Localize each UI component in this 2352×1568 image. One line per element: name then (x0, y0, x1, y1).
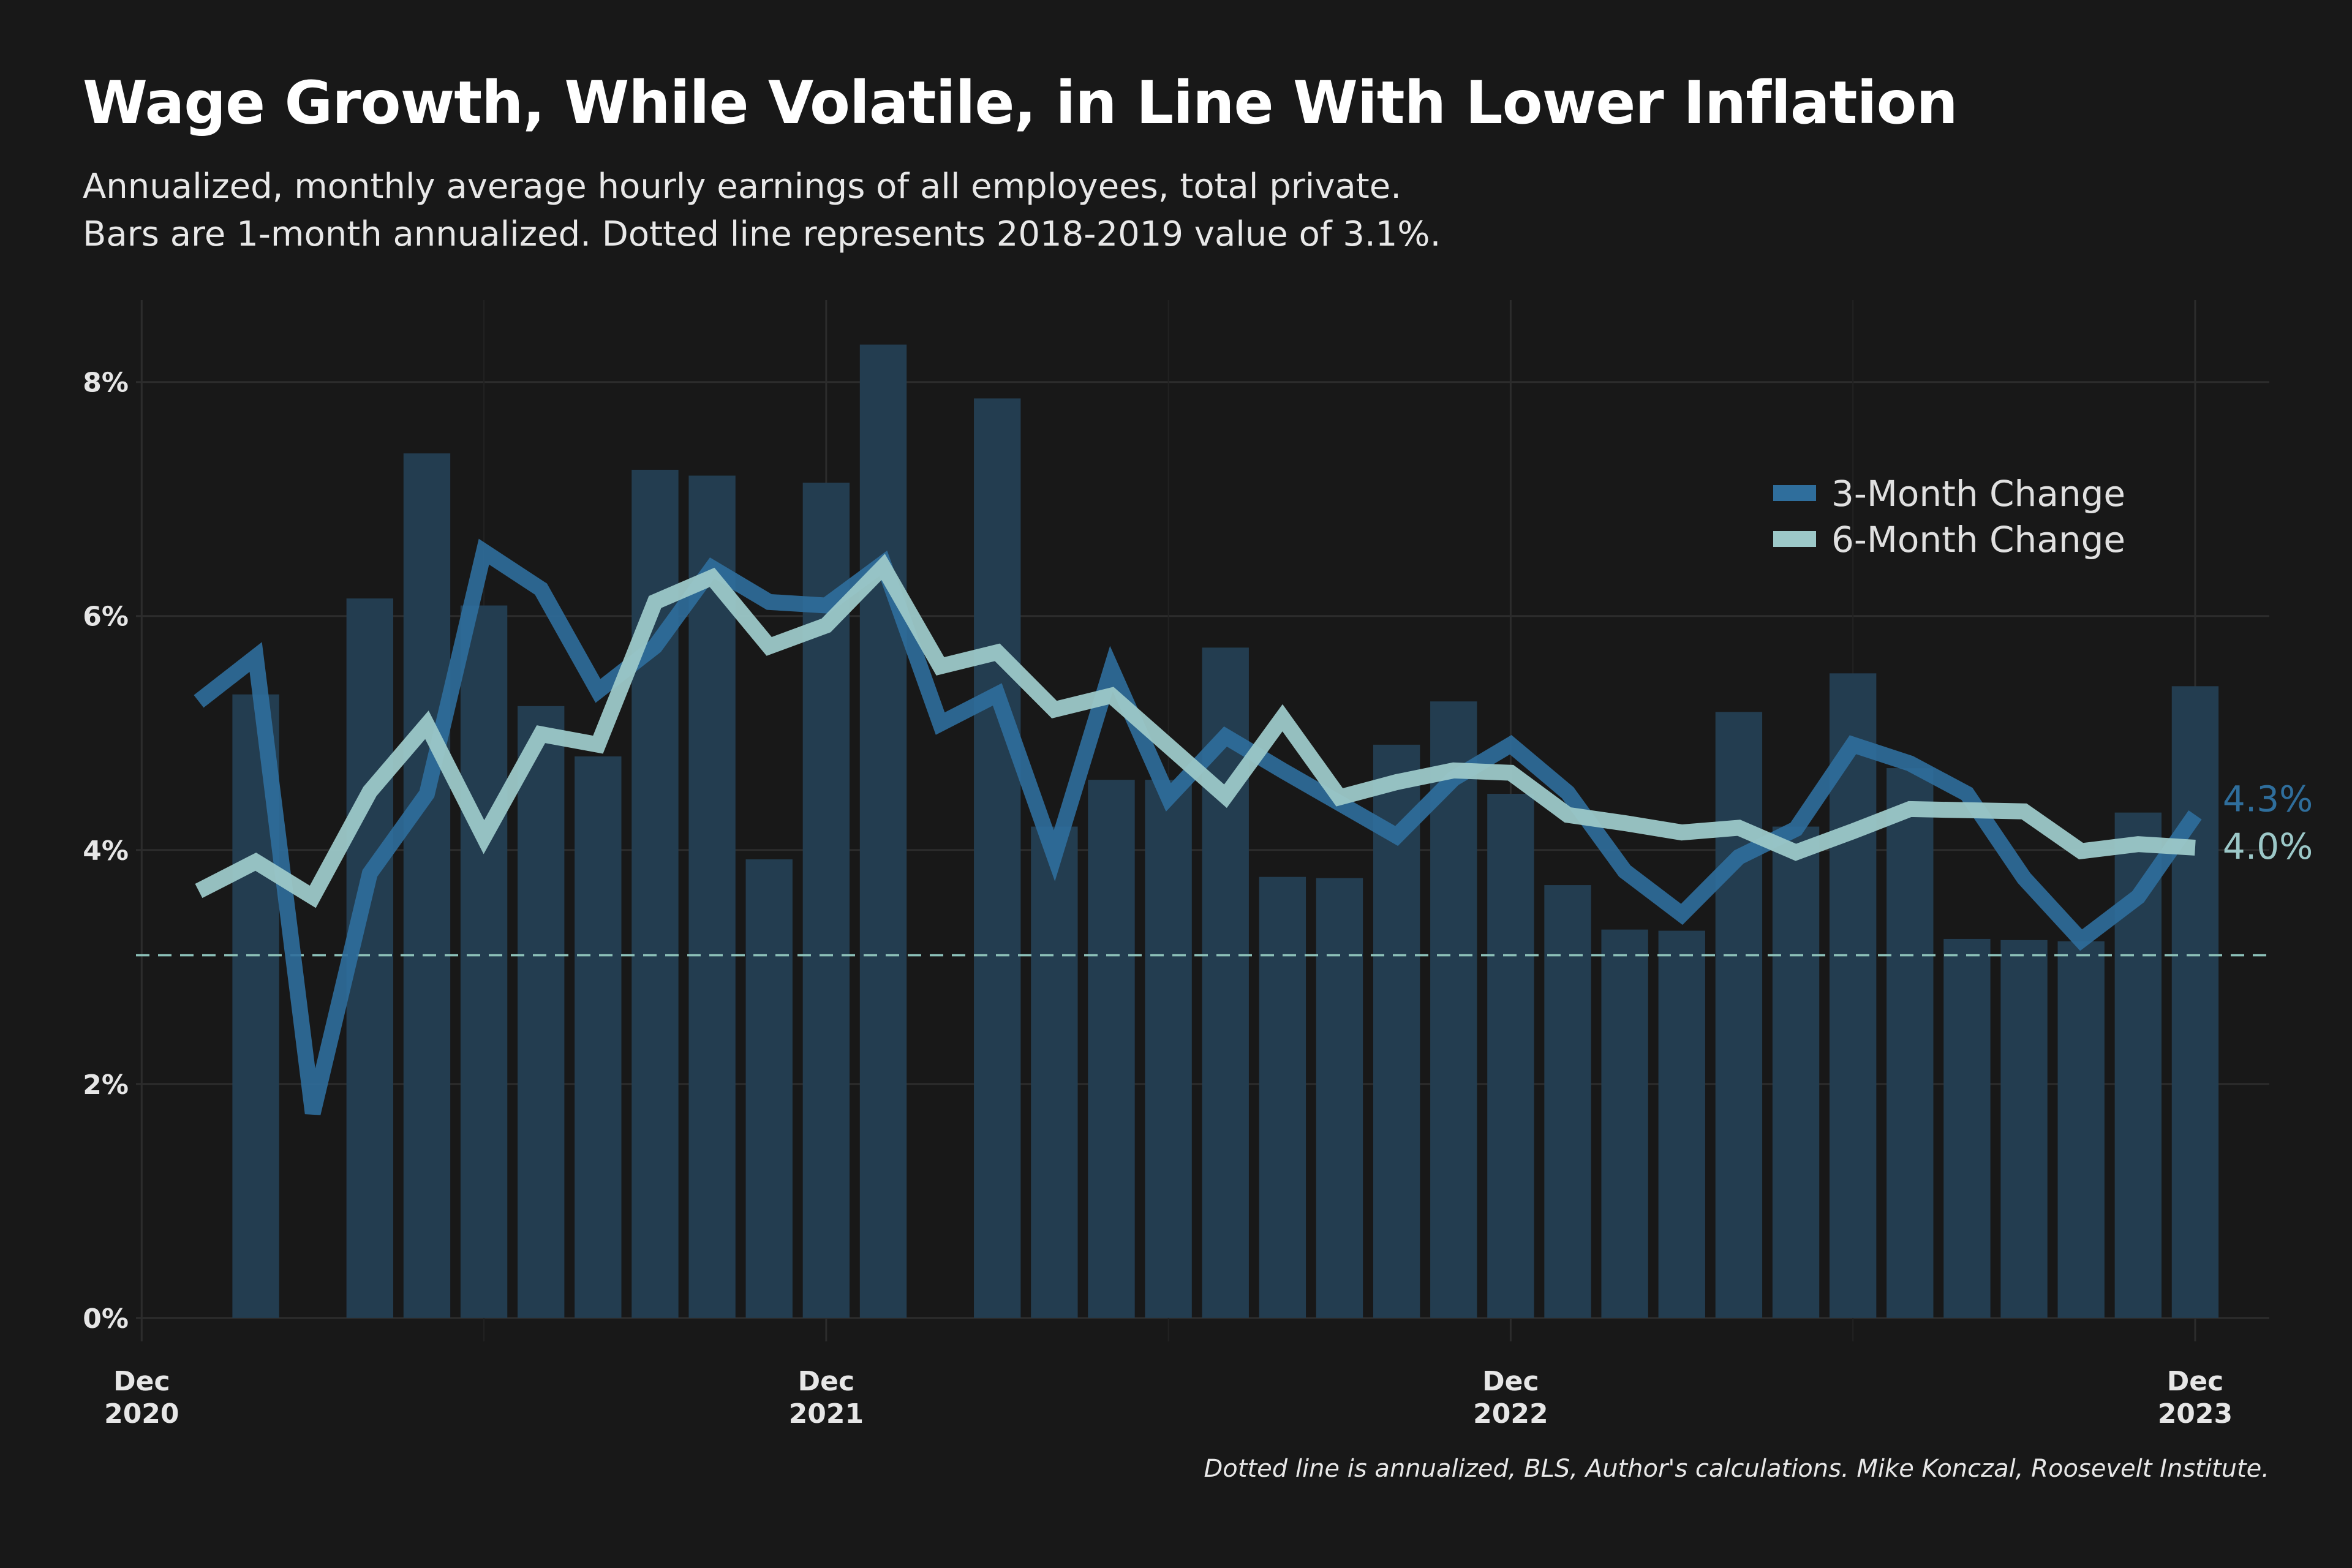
x-tick-label: 2023 (2158, 1398, 2233, 1430)
bar (1715, 712, 1763, 1318)
chart-subtitle-line-2: Bars are 1-month annualized. Dotted line… (83, 214, 1441, 254)
x-tick-label: 2020 (104, 1398, 179, 1430)
bar (518, 706, 565, 1318)
bar (1887, 768, 1934, 1318)
x-tick-label: Dec (1482, 1366, 1539, 1397)
bar (575, 756, 622, 1318)
bar (1316, 878, 1363, 1318)
bar (1601, 929, 1648, 1318)
legend: 3-Month Change 6-Month Change (1773, 473, 2125, 560)
bar (974, 398, 1021, 1318)
bar (2171, 686, 2219, 1318)
y-tick-label: 8% (83, 368, 129, 399)
end-label: 4.0% (2223, 826, 2313, 867)
bar (1772, 826, 1820, 1318)
bar (1544, 885, 1591, 1318)
legend-label: 6-Month Change (1831, 519, 2125, 560)
x-tick-label: Dec (798, 1366, 854, 1397)
x-tick-label: 2021 (789, 1398, 864, 1430)
bar (403, 453, 451, 1318)
six-month-change-line (195, 554, 2196, 908)
chart-title: Wage Growth, While Volatile, in Line Wit… (83, 69, 1958, 137)
legend-label: 3-Month Change (1831, 473, 2125, 514)
y-tick-label: 4% (83, 835, 129, 867)
bar (745, 859, 793, 1318)
bar-layer (232, 344, 2219, 1318)
y-tick-label: 2% (83, 1069, 129, 1101)
line-layer (194, 538, 2202, 1115)
bar (688, 475, 736, 1318)
y-tick-label: 0% (83, 1303, 129, 1335)
y-tick-label: 6% (83, 601, 129, 633)
bar (2000, 940, 2048, 1318)
bar (1943, 938, 1991, 1318)
bar (859, 344, 907, 1318)
x-tick-label: 2022 (1473, 1398, 1548, 1430)
bar (1658, 930, 1705, 1318)
end-labels: 4.3% 4.0% (2223, 778, 2313, 867)
bar (1145, 780, 1192, 1318)
bar (2057, 941, 2105, 1318)
bar (1088, 780, 1135, 1318)
chart-subtitle-line-1: Annualized, monthly average hourly earni… (83, 167, 1402, 206)
bar (1031, 826, 1078, 1318)
chart-caption: Dotted line is annualized, BLS, Author's… (1204, 1455, 2270, 1483)
x-tick-label: Dec (2167, 1366, 2223, 1397)
x-tick-label: Dec (113, 1366, 170, 1397)
bar (460, 605, 508, 1318)
bar (1487, 794, 1534, 1318)
end-label: 4.3% (2223, 778, 2313, 820)
bar (1259, 876, 1306, 1318)
